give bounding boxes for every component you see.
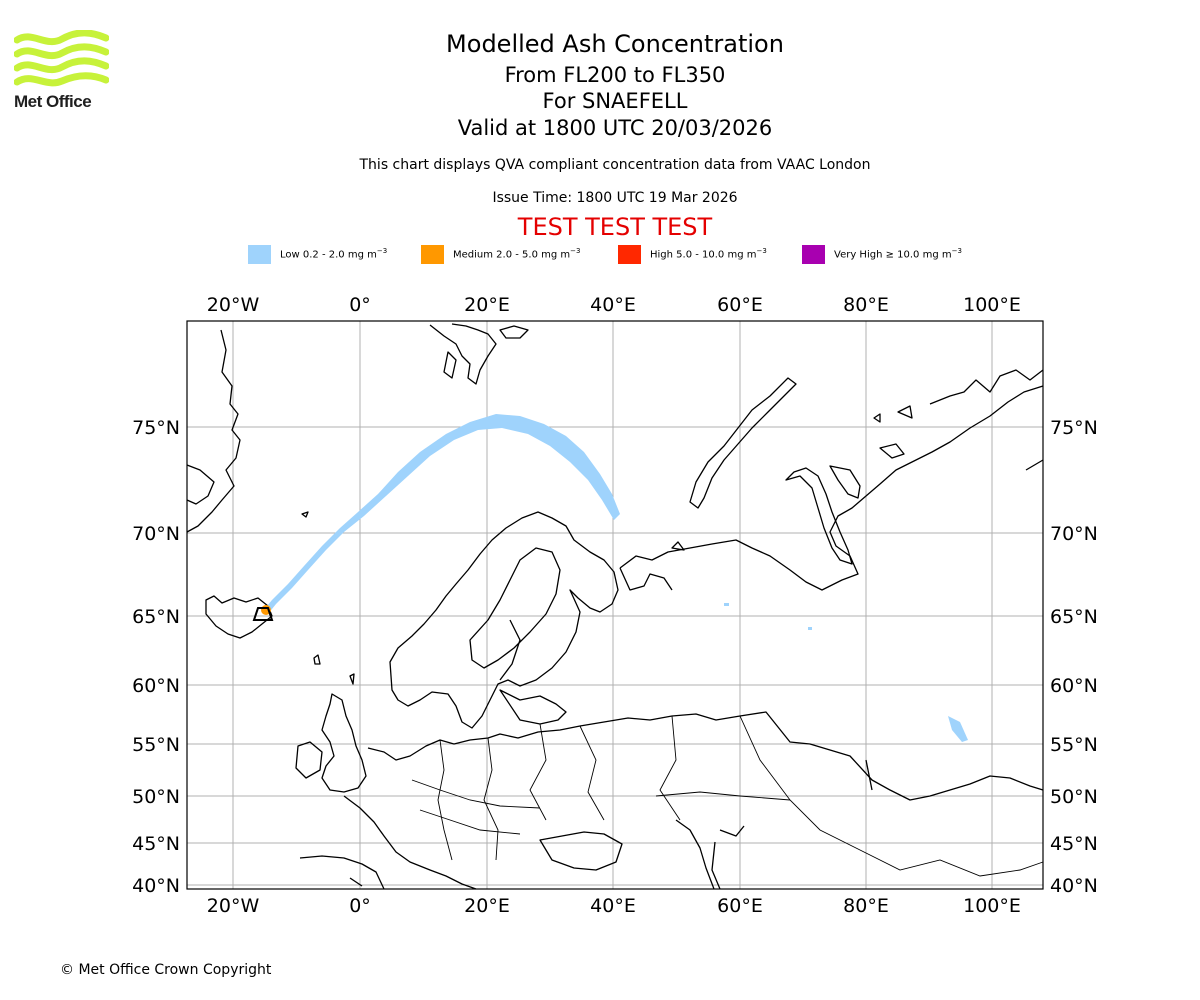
legend-item-high: High 5.0 - 10.0 mg m−3: [618, 244, 767, 264]
legend-swatch-very-high: [802, 244, 825, 264]
legend-item-very-high: Very High ≥ 10.0 mg m−3: [802, 244, 962, 264]
legend-exp-low: −3: [376, 247, 388, 256]
chart-description: This chart displays QVA compliant concen…: [359, 157, 871, 173]
lat-label-right: 75°N: [1050, 417, 1098, 439]
lon-label-top: 20°E: [464, 294, 510, 316]
lon-label-top: 80°E: [843, 294, 889, 316]
legend-label-high: High 5.0 - 10.0 mg m: [650, 249, 757, 261]
lon-label-top: 0°: [349, 294, 371, 316]
legend-exp-high: −3: [756, 247, 767, 256]
ash-patch-1: [724, 603, 729, 606]
lat-label-left: 40°N: [132, 875, 180, 897]
country-borders: [411, 715, 1044, 877]
legend-swatch-low: [248, 244, 271, 264]
map-background: [187, 321, 1043, 889]
lat-label-left: 45°N: [132, 833, 180, 855]
legend-item-medium: Medium 2.0 - 5.0 mg m−3: [421, 244, 580, 264]
chart-title: Modelled Ash Concentration: [446, 30, 784, 58]
legend-swatch-high: [618, 244, 641, 264]
lat-label-right: 65°N: [1050, 606, 1098, 628]
lat-label-left: 50°N: [132, 786, 180, 808]
lon-label-bottom: 40°E: [590, 895, 636, 917]
map-frame: [186, 320, 1044, 890]
lat-label-right: 70°N: [1050, 523, 1098, 545]
lat-label-right: 55°N: [1050, 734, 1098, 756]
legend-label-low: Low 0.2 - 2.0 mg m: [280, 249, 377, 261]
lat-label-left: 65°N: [132, 606, 180, 628]
met-office-logo: Met Office: [13, 29, 110, 112]
lon-labels-bottom: 20°W 0° 20°E 40°E 60°E 80°E 100°E: [207, 895, 1021, 917]
volcano-name: For SNAEFELL: [542, 89, 688, 113]
lat-labels-right: 75°N 70°N 65°N 60°N 55°N 50°N 45°N 40°N: [1050, 417, 1098, 897]
volcano-marker-icon: [252, 607, 274, 621]
lon-label-bottom: 100°E: [963, 895, 1021, 917]
valid-time: Valid at 1800 UTC 20/03/2026: [457, 116, 773, 140]
flight-level-range: From FL200 to FL350: [504, 63, 726, 87]
ash-concentration-map: 20°W 0° 20°E 40°E 60°E 80°E 100°E 20°W 0…: [132, 294, 1098, 917]
graticule: [187, 321, 1043, 889]
legend-exp-medium: −3: [570, 247, 581, 256]
coastlines: [186, 323, 1044, 890]
lat-label-left: 75°N: [132, 417, 180, 439]
lat-label-left: 70°N: [132, 523, 180, 545]
lat-label-right: 50°N: [1050, 786, 1098, 808]
legend-swatch-medium: [421, 244, 444, 264]
lon-label-bottom: 20°W: [207, 895, 260, 917]
legend-item-low: Low 0.2 - 2.0 mg m−3: [248, 244, 387, 264]
copyright-notice: © Met Office Crown Copyright: [60, 962, 272, 978]
lat-label-left: 55°N: [132, 734, 180, 756]
lon-label-bottom: 80°E: [843, 895, 889, 917]
lon-label-bottom: 60°E: [717, 895, 763, 917]
lat-label-right: 60°N: [1050, 675, 1098, 697]
lat-label-left: 60°N: [132, 675, 180, 697]
lon-label-top: 40°E: [590, 294, 636, 316]
lon-label-top: 100°E: [963, 294, 1021, 316]
legend-exp-very-high: −3: [951, 247, 962, 256]
lon-labels-top: 20°W 0° 20°E 40°E 60°E 80°E 100°E: [207, 294, 1021, 316]
ash-patch-2: [808, 627, 812, 630]
legend-label-very-high: Very High ≥ 10.0 mg m: [834, 249, 952, 261]
lon-label-bottom: 0°: [349, 895, 371, 917]
lon-label-top: 20°W: [207, 294, 260, 316]
issue-time: Issue Time: 1800 UTC 19 Mar 2026: [492, 190, 738, 206]
lon-label-top: 60°E: [717, 294, 763, 316]
met-office-waves-icon: [13, 29, 110, 87]
lat-label-right: 45°N: [1050, 833, 1098, 855]
logo-text: Met Office: [14, 92, 92, 111]
ash-patch-3: [948, 716, 968, 742]
lon-label-bottom: 20°E: [464, 895, 510, 917]
lat-label-right: 40°N: [1050, 875, 1098, 897]
test-banner: TEST TEST TEST: [517, 213, 713, 241]
legend-label-medium: Medium 2.0 - 5.0 mg m: [453, 249, 571, 261]
lat-labels-left: 75°N 70°N 65°N 60°N 55°N 50°N 45°N 40°N: [132, 417, 180, 897]
